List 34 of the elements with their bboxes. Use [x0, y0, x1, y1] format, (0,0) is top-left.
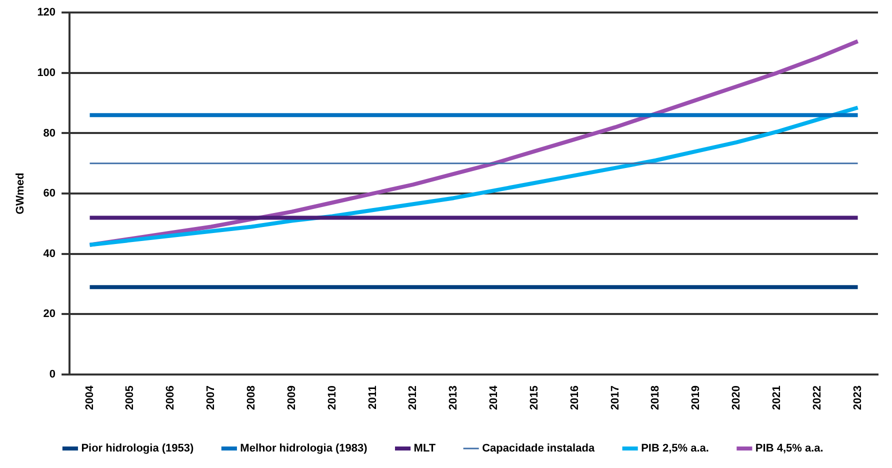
x-tick-label: 2004 — [84, 384, 96, 410]
x-tick-label: 2019 — [690, 386, 702, 410]
x-tick-label: 2018 — [650, 386, 662, 410]
x-tick-label: 2010 — [326, 386, 338, 410]
x-tick-label: 2022 — [811, 386, 824, 410]
y-tick-label: 20 — [43, 308, 56, 320]
x-tick-label: 2016 — [568, 386, 581, 410]
x-tick-label: 2020 — [730, 386, 743, 410]
legend-label: PIB 4,5% a.a. — [755, 442, 824, 455]
x-tick-label: 2015 — [528, 386, 540, 410]
y-axis-title: GWmed — [14, 172, 27, 214]
legend-label: MLT — [414, 442, 436, 455]
x-tick-label: 2021 — [770, 386, 783, 410]
x-tick-label: 2007 — [205, 386, 218, 410]
x-tick-label: 2006 — [164, 386, 177, 410]
x-tick-label: 2008 — [245, 386, 258, 410]
x-tick-label: 2005 — [124, 386, 136, 410]
y-tick-label: 100 — [37, 66, 56, 79]
x-tick-label: 2017 — [609, 386, 622, 410]
x-tick-label: 2011 — [366, 386, 379, 410]
y-tick-label: 0 — [49, 368, 56, 381]
x-tick-label: 2014 — [488, 384, 500, 410]
legend-label: Pior hidrologia (1953) — [81, 442, 194, 455]
y-tick-label: 120 — [37, 6, 56, 19]
legend-label: PIB 2,5% a.a. — [641, 442, 709, 455]
x-tick-label: 2013 — [448, 386, 460, 410]
x-tick-label: 2023 — [852, 386, 864, 410]
legend-label: Melhor hidrologia (1983) — [240, 442, 368, 455]
y-tick-label: 80 — [43, 127, 56, 140]
y-tick-label: 60 — [43, 188, 56, 200]
x-tick-label: 2012 — [407, 386, 420, 410]
legend-label: Capacidade instalada — [482, 442, 596, 455]
x-tick-label: 2009 — [286, 386, 298, 410]
y-tick-label: 40 — [43, 248, 56, 260]
